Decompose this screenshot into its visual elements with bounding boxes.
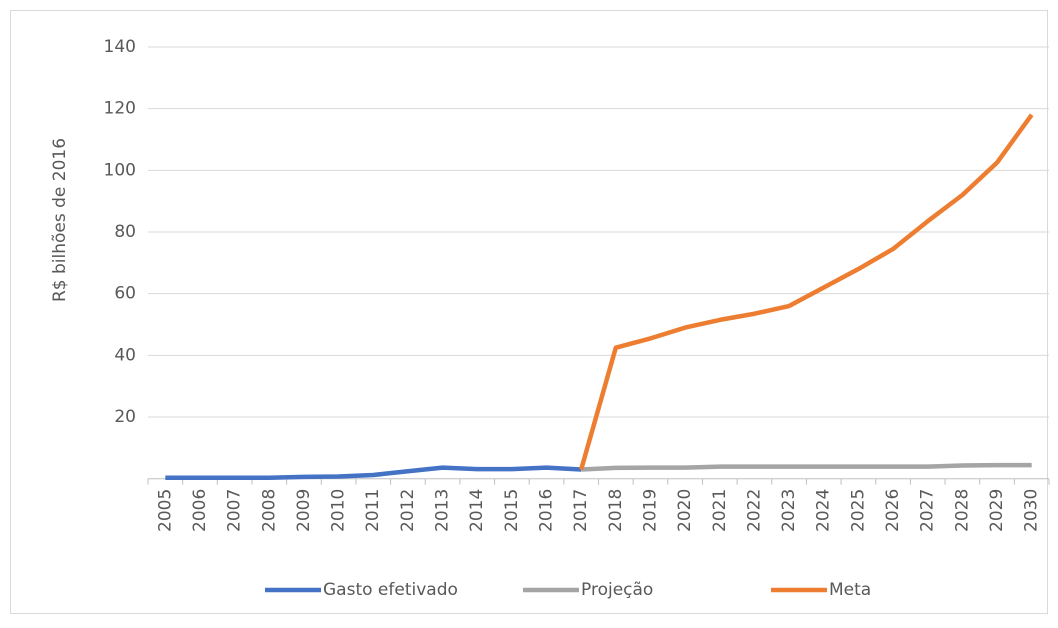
line-series (579, 113, 1034, 471)
x-tick-label: 2019 (640, 489, 660, 532)
y-tick-label: 80 (114, 222, 136, 242)
x-tick-label: 2015 (502, 489, 522, 532)
x-tick-label: 2013 (433, 489, 453, 532)
legend-label: Gasto efetivado (323, 580, 458, 600)
y-tick-label: 60 (114, 284, 136, 304)
y-axis-title: R$ bilhões de 2016 (50, 138, 70, 302)
x-tick-label: 2008 (259, 489, 279, 532)
chart-frame (10, 10, 1048, 614)
y-tick-label: 20 (114, 407, 136, 427)
y-tick-label: 120 (104, 99, 136, 119)
x-tick-label: 2027 (918, 489, 938, 532)
y-tick-label: 100 (104, 160, 136, 180)
legend-label: Meta (829, 580, 871, 600)
x-tick-label: 2016 (537, 489, 557, 532)
x-tick-label: 2020 (675, 489, 695, 532)
x-tick-label: 2029 (987, 489, 1007, 532)
x-tick-label: 2025 (848, 489, 868, 532)
x-tick-label: 2005 (155, 489, 175, 532)
x-tick-label: 2007 (225, 489, 245, 532)
x-tick-label: 2030 (1022, 489, 1042, 532)
x-tick-label: 2018 (606, 489, 626, 532)
line-series (165, 465, 582, 481)
x-tick-label: 2021 (710, 489, 730, 532)
x-tick-label: 2011 (363, 489, 383, 532)
line-series (581, 462, 1032, 472)
x-tick-label: 2028 (952, 489, 972, 532)
y-tick-label: 40 (114, 345, 136, 365)
y-tick-label: 140 (104, 37, 136, 57)
x-tick-label: 2023 (779, 489, 799, 532)
x-tick-label: 2022 (744, 489, 764, 532)
x-tick-label: 2017 (571, 489, 591, 532)
legend-label: Projeção (581, 580, 653, 600)
x-tick-label: 2014 (467, 489, 487, 532)
x-tick-label: 2024 (814, 489, 834, 532)
x-tick-label: 2026 (883, 489, 903, 532)
x-tick-label: 2006 (190, 489, 210, 532)
x-tick-label: 2012 (398, 489, 418, 532)
x-tick-label: 2010 (329, 489, 349, 532)
x-tick-label: 2009 (294, 489, 314, 532)
